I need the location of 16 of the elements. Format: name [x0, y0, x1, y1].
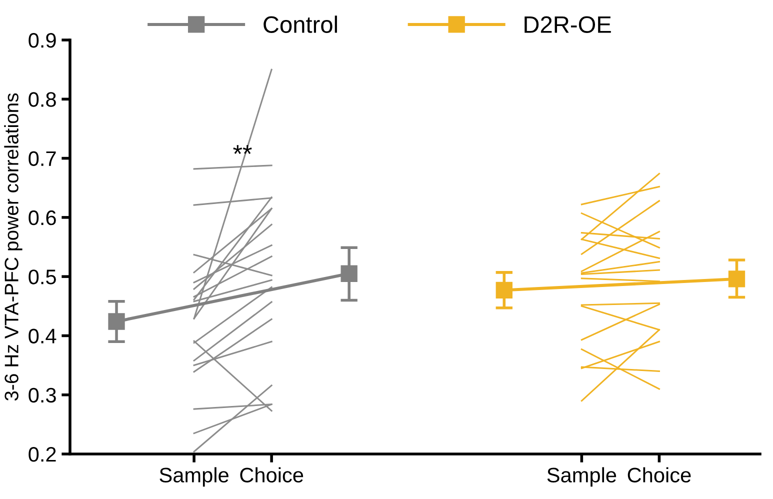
legend-label: D2R-OE — [524, 16, 611, 33]
legend-label: Control — [264, 16, 337, 33]
y-tick-label: 0.6 — [28, 210, 56, 226]
y-tick-label: 0.2 — [28, 447, 56, 462]
y-tick-label: 0.9 — [28, 33, 56, 48]
y-tick-label: 0.4 — [28, 328, 56, 344]
x-tick-label: Sample — [160, 467, 228, 487]
x-tick-label: Choice — [628, 467, 691, 482]
y-tick-label: 0.3 — [28, 388, 56, 403]
y-tick-label: 0.5 — [28, 270, 56, 284]
y-tick-label: 0.7 — [28, 151, 56, 166]
y-axis-title: 3-6 Hz VTA-PFC power correlations — [4, 93, 22, 401]
x-tick-label: Choice — [240, 467, 304, 482]
y-tick-label: 0.8 — [28, 92, 56, 107]
annotation: ** — [233, 145, 252, 154]
x-tick-label: Sample — [547, 467, 616, 487]
